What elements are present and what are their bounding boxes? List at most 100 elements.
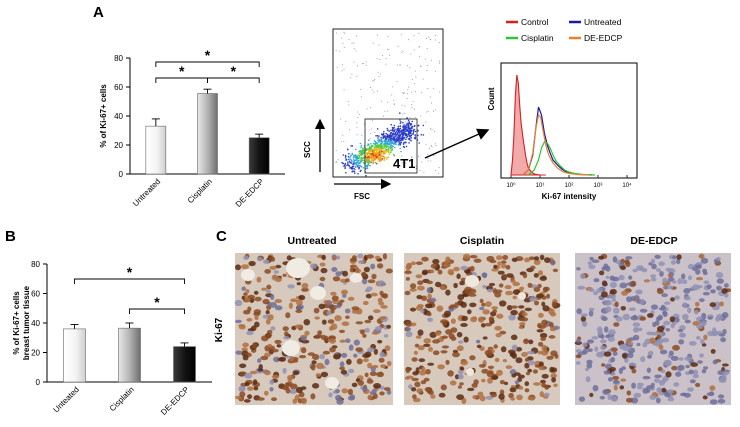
event-dot [407, 119, 410, 122]
event-dot [399, 139, 402, 142]
panel-label-b: B [5, 228, 16, 245]
nucleus [404, 290, 411, 296]
nucleus [339, 366, 345, 371]
event-dot [358, 157, 360, 159]
event-dot [404, 112, 406, 114]
nucleus [274, 305, 283, 311]
nucleus [710, 349, 716, 354]
event-dot [387, 134, 389, 136]
nucleus [688, 369, 694, 375]
event-dot [342, 162, 345, 165]
event-dot [389, 137, 392, 139]
nucleus [266, 284, 272, 290]
nucleus [427, 312, 432, 317]
nucleus [587, 339, 594, 344]
nucleus [658, 344, 664, 350]
nucleus [405, 264, 411, 271]
nucleus [437, 364, 445, 370]
histogram-curve-cisplatin [528, 141, 596, 176]
event-dot [391, 135, 393, 138]
nucleus [362, 386, 368, 393]
nucleus [631, 382, 636, 389]
event-dot [355, 163, 357, 166]
nucleus [653, 378, 660, 383]
nucleus [264, 390, 269, 396]
nucleus [241, 264, 249, 270]
nucleus [417, 285, 425, 291]
event-dot [375, 146, 378, 148]
nucleus [378, 357, 385, 363]
nucleus [340, 369, 348, 375]
nucleus [520, 317, 529, 322]
nucleus [476, 344, 482, 349]
event-dot [383, 130, 385, 133]
nucleus [372, 364, 379, 369]
event-dot [357, 117, 359, 119]
nucleus [608, 293, 617, 299]
nucleus [706, 284, 712, 289]
event-dot [400, 133, 403, 135]
nucleus [496, 369, 503, 376]
nucleus [379, 351, 385, 358]
event-dot [388, 135, 391, 137]
event-dot [398, 134, 401, 136]
nucleus [494, 357, 500, 363]
nucleus [247, 386, 254, 391]
nucleus [715, 316, 720, 322]
nucleus [613, 307, 620, 314]
nucleus [524, 381, 530, 387]
ihc-title: Cisplatin [460, 235, 504, 247]
nucleus [283, 336, 290, 340]
nucleus [370, 292, 378, 297]
event-dot [337, 159, 339, 161]
event-dot [407, 89, 409, 91]
nucleus [447, 370, 454, 377]
nucleus [512, 281, 520, 287]
event-dot [392, 139, 395, 141]
nucleus [614, 301, 619, 308]
event-dot [381, 55, 384, 57]
nucleus [586, 359, 593, 365]
nucleus [527, 368, 533, 373]
event-dot [386, 135, 388, 138]
event-dot [372, 151, 375, 154]
nucleus [603, 351, 612, 357]
event-dot [369, 160, 371, 163]
nucleus [482, 284, 487, 289]
nucleus [604, 326, 609, 333]
event-dot [377, 160, 379, 162]
event-dot [369, 164, 371, 167]
nucleus [235, 395, 242, 400]
event-dot [344, 166, 347, 168]
nucleus [596, 288, 603, 293]
nucleus [444, 310, 451, 317]
nucleus [469, 255, 478, 259]
nucleus [242, 342, 249, 348]
nucleus [460, 301, 467, 308]
event-dot [362, 159, 364, 161]
event-dot [393, 99, 395, 101]
nucleus [405, 327, 411, 331]
nucleus [650, 258, 656, 264]
event-dot [389, 140, 392, 143]
nucleus [445, 359, 450, 365]
nucleus [377, 297, 383, 303]
nucleus [649, 337, 656, 344]
event-dot [411, 125, 414, 128]
y-tick-label: 60 [114, 83, 123, 92]
ihc-image-cisplatin [403, 253, 561, 405]
nucleus [454, 302, 459, 309]
event-dot [367, 163, 369, 165]
event-dot [402, 137, 405, 140]
nucleus [310, 393, 316, 400]
nucleus [717, 370, 724, 376]
nucleus [473, 258, 482, 263]
nucleus [486, 371, 495, 378]
nucleus [323, 300, 330, 304]
event-dot [407, 133, 410, 135]
nucleus [310, 364, 316, 371]
nucleus [722, 363, 729, 367]
event-dot [343, 141, 345, 143]
event-dot [379, 158, 382, 161]
event-dot [411, 103, 413, 106]
